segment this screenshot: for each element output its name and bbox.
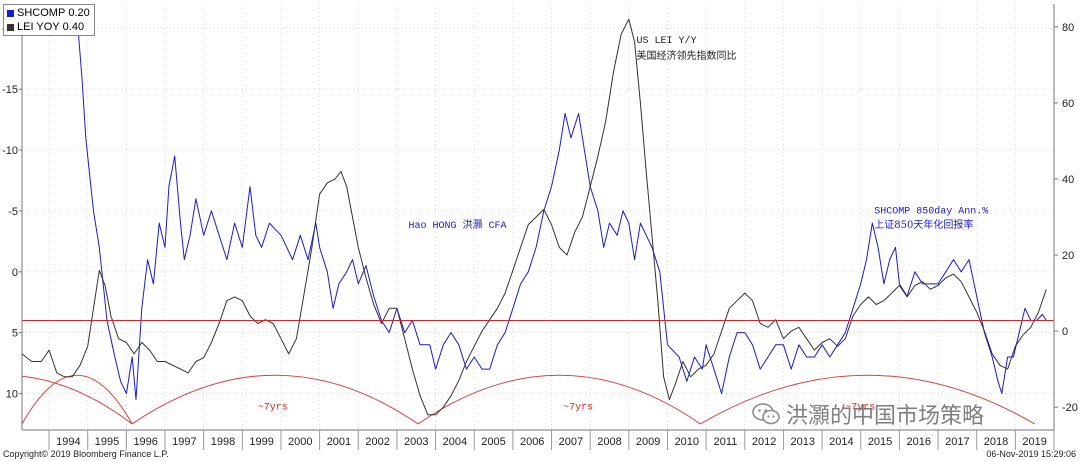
x-tick-label: 2014 — [829, 436, 853, 448]
series-line-lei-yoy — [22, 18, 1047, 416]
annotation-text: Hao HONG 洪灝 CFA — [409, 219, 507, 232]
x-tick-label: 1994 — [56, 436, 80, 448]
annotation-text: ~7yrs — [258, 402, 288, 413]
left-tick-label: 10 — [6, 388, 18, 400]
left-tick-label: -10 — [2, 145, 18, 157]
annotation-text: 美国经济领先指数同比 — [637, 49, 737, 62]
cycle-arc — [700, 374, 1035, 425]
x-tick-label: 2013 — [791, 436, 815, 448]
x-tick-label: 2000 — [288, 436, 312, 448]
cycle-arc — [131, 374, 419, 425]
left-tick-label: 5 — [12, 328, 18, 340]
x-tick-label: 2001 — [327, 436, 351, 448]
x-tick-label: 2004 — [443, 436, 467, 448]
x-tick-label: 1998 — [211, 436, 235, 448]
x-tick-label: 2006 — [520, 436, 544, 448]
legend-swatch-shcomp — [7, 9, 14, 17]
left-tick-label: -15 — [2, 84, 18, 96]
legend: SHCOMP 0.20 LEI YOY 0.40 — [3, 4, 95, 36]
legend-value-shcomp: 0.20 — [68, 7, 90, 19]
x-tick-label: 2003 — [404, 436, 428, 448]
annotations: US LEI Y/Y 美国经济领先指数同比 Hao HONG 洪灝 CFA SHCOM… — [258, 35, 989, 413]
annotation-text: ~7yrs — [563, 402, 593, 413]
legend-value-lei: 0.40 — [62, 21, 85, 33]
left-tick-label: 0 — [12, 267, 18, 279]
watermark: 洪灝的中国市场策略 — [752, 398, 984, 430]
right-tick-label: 60 — [1062, 98, 1074, 110]
legend-label-shcomp: SHCOMP — [17, 7, 66, 19]
copyright-text: Copyright© 2019 Bloomberg Finance L.P. — [3, 449, 169, 459]
x-tick-label: 2019 — [1022, 436, 1046, 448]
watermark-text: 洪灝的中国市场策略 — [786, 404, 985, 429]
cycle-arc — [21, 374, 133, 425]
annotation-text: 上证850天年化回报率 — [874, 218, 973, 231]
cycle-arc — [417, 374, 701, 425]
right-tick-label: 40 — [1062, 174, 1074, 186]
right-tick-label: 20 — [1062, 250, 1074, 262]
x-tick-label: 2015 — [868, 436, 892, 448]
annotation-text: SHCOMP 850day Ann.% — [874, 205, 988, 217]
right-tick-label: 0 — [1062, 326, 1068, 338]
x-tick-label: 1999 — [249, 436, 273, 448]
x-tick-label: 2011 — [714, 436, 738, 448]
timestamp-text: 06-Nov-2019 15:29:06 — [986, 449, 1076, 459]
left-tick-label: -5 — [8, 206, 18, 218]
cycle-arc-partial — [22, 375, 133, 425]
right-tick-label: -20 — [1062, 402, 1078, 414]
annotation-text: ~7yrs — [845, 402, 875, 413]
legend-item-lei: LEI YOY 0.40 — [7, 20, 90, 34]
legend-swatch-lei — [7, 23, 14, 31]
x-tick-label: 1996 — [133, 436, 157, 448]
legend-label-lei: LEI YOY — [17, 21, 60, 33]
axes: -20-15-10-50510806040200-201994199519961… — [2, 4, 1078, 450]
x-tick-label: 2018 — [984, 436, 1008, 448]
x-tick-label: 2007 — [559, 436, 583, 448]
x-tick-label: 2005 — [481, 436, 505, 448]
x-tick-label: 2010 — [675, 436, 699, 448]
right-tick-label: 80 — [1062, 22, 1074, 34]
wechat-icon — [752, 403, 780, 425]
grid-lines — [22, 4, 1054, 430]
series-line-shcomp — [77, 28, 1047, 401]
x-tick-label: 2008 — [597, 436, 621, 448]
cycle-arcs — [21, 374, 1035, 425]
x-tick-label: 2017 — [945, 436, 969, 448]
x-tick-label: 2012 — [752, 436, 776, 448]
x-tick-label: 1997 — [172, 436, 196, 448]
series-lines — [22, 18, 1047, 416]
annotation-text: US LEI Y/Y — [637, 35, 697, 47]
x-tick-label: 2002 — [365, 436, 389, 448]
x-tick-label: 1995 — [95, 436, 119, 448]
x-tick-label: 2009 — [636, 436, 660, 448]
legend-item-shcomp: SHCOMP 0.20 — [7, 6, 90, 20]
x-tick-label: 2016 — [906, 436, 930, 448]
